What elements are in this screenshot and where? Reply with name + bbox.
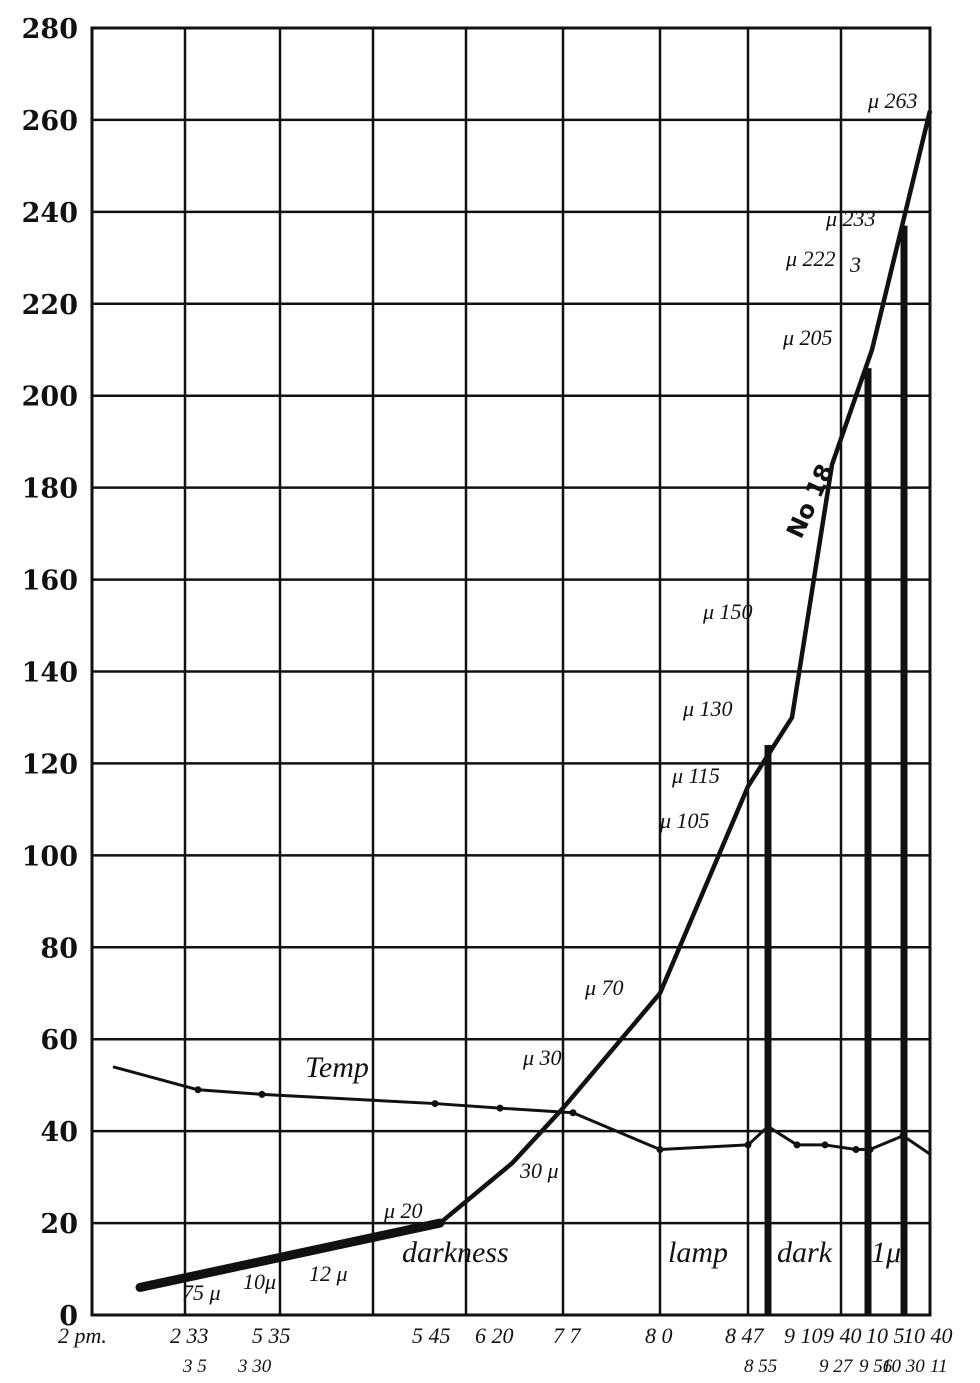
label-dark: dark bbox=[777, 1236, 833, 1269]
y-tick-label: 280 bbox=[22, 14, 78, 45]
temp-point bbox=[194, 1086, 202, 1094]
x-tick-label: 10 40 bbox=[903, 1323, 953, 1348]
label-mu-222: μ 222 bbox=[785, 246, 836, 271]
label-mu-30: μ 30 bbox=[522, 1045, 562, 1070]
temp-point bbox=[764, 1123, 772, 1131]
temp-point bbox=[496, 1104, 504, 1112]
temp-point bbox=[569, 1109, 577, 1117]
temp-point bbox=[852, 1146, 860, 1154]
label-three: 3 bbox=[849, 252, 861, 277]
temp-point bbox=[258, 1090, 266, 1098]
x-tick-label: 9 40 bbox=[823, 1323, 862, 1348]
label-75-mu: 75 μ bbox=[182, 1280, 221, 1305]
label-30-mu: 30 μ bbox=[519, 1158, 559, 1183]
series-lines bbox=[112, 110, 933, 1292]
growth-line bbox=[139, 110, 933, 1290]
y-axis-ticks: 0 20 40 60 80 100 120 140 160 180 200 220 240 260 280 bbox=[22, 14, 78, 1332]
label-mu-20: μ 20 bbox=[383, 1198, 423, 1223]
x-tick-label: 2 pm. bbox=[58, 1323, 107, 1348]
label-no-18: No 18 bbox=[781, 460, 839, 543]
x-tick-label: 7 7 bbox=[553, 1323, 582, 1348]
label-12-mu: 12 μ bbox=[309, 1261, 348, 1286]
x-tick-label: 5 45 bbox=[412, 1323, 451, 1348]
grid-lines bbox=[90, 26, 932, 1317]
label-1-mu: 1μ bbox=[871, 1236, 901, 1269]
temp-point bbox=[866, 1146, 874, 1154]
label-mu-150: μ 150 bbox=[702, 599, 753, 624]
x-tick-label-lower: 3 5 bbox=[182, 1356, 207, 1377]
temp-line bbox=[112, 1065, 931, 1156]
bars-layer bbox=[764, 225, 908, 1315]
temp-point bbox=[793, 1141, 801, 1149]
temp-point bbox=[431, 1100, 439, 1108]
x-tick-label-lower: 9 56 bbox=[859, 1356, 893, 1377]
temp-point bbox=[821, 1141, 829, 1149]
x-tick-label-lower: 9 27 bbox=[819, 1356, 854, 1377]
y-tick-label: 100 bbox=[22, 841, 78, 872]
temp-point bbox=[744, 1141, 752, 1149]
y-tick-label: 180 bbox=[22, 474, 78, 505]
y-tick-label: 60 bbox=[40, 1025, 78, 1056]
y-tick-label: 200 bbox=[22, 382, 78, 413]
y-tick-label: 20 bbox=[40, 1209, 78, 1240]
x-tick-label: 6 20 bbox=[475, 1323, 514, 1348]
label-10-mu: 10μ bbox=[243, 1269, 276, 1294]
y-tick-label: 120 bbox=[22, 749, 78, 780]
y-tick-label: 140 bbox=[22, 658, 78, 689]
x-tick-label: 10 5 bbox=[866, 1323, 905, 1348]
x-tick-label: 8 0 bbox=[645, 1323, 673, 1348]
y-tick-label: 80 bbox=[40, 933, 78, 964]
x-tick-label: 5 35 bbox=[252, 1323, 291, 1348]
label-mu-105: μ 105 bbox=[659, 808, 710, 833]
label-mu-130: μ 130 bbox=[682, 696, 733, 721]
label-mu-263: μ 263 bbox=[867, 88, 918, 113]
label-lamp: lamp bbox=[668, 1236, 728, 1269]
y-tick-label: 0 bbox=[59, 1301, 78, 1332]
x-tick-label-lower: 10 30 bbox=[882, 1356, 925, 1377]
x-tick-label-lower: 8 55 bbox=[744, 1356, 777, 1377]
y-tick-label: 260 bbox=[22, 106, 78, 137]
label-mu-115: μ 115 bbox=[671, 763, 720, 788]
temp-point bbox=[899, 1132, 907, 1140]
x-tick-label: 2 33 bbox=[170, 1323, 209, 1348]
y-tick-label: 160 bbox=[22, 566, 78, 597]
label-mu-70: μ 70 bbox=[584, 975, 624, 1000]
temp-point bbox=[656, 1146, 664, 1154]
x-tick-label-lower: 3 30 bbox=[237, 1356, 272, 1377]
y-tick-label: 220 bbox=[22, 290, 78, 321]
x-tick-label-lower: 11 bbox=[930, 1356, 948, 1377]
label-mu-205: μ 205 bbox=[782, 325, 833, 350]
y-tick-label: 40 bbox=[40, 1117, 78, 1148]
label-mu-233: μ 233 bbox=[825, 206, 876, 231]
y-tick-label: 240 bbox=[22, 198, 78, 229]
label-darkness: darkness bbox=[402, 1236, 509, 1269]
x-tick-label: 9 10 bbox=[784, 1323, 823, 1348]
growth-line-thick bbox=[135, 1218, 445, 1292]
x-tick-label: 8 47 bbox=[725, 1323, 765, 1348]
label-temp: Temp bbox=[305, 1051, 369, 1084]
